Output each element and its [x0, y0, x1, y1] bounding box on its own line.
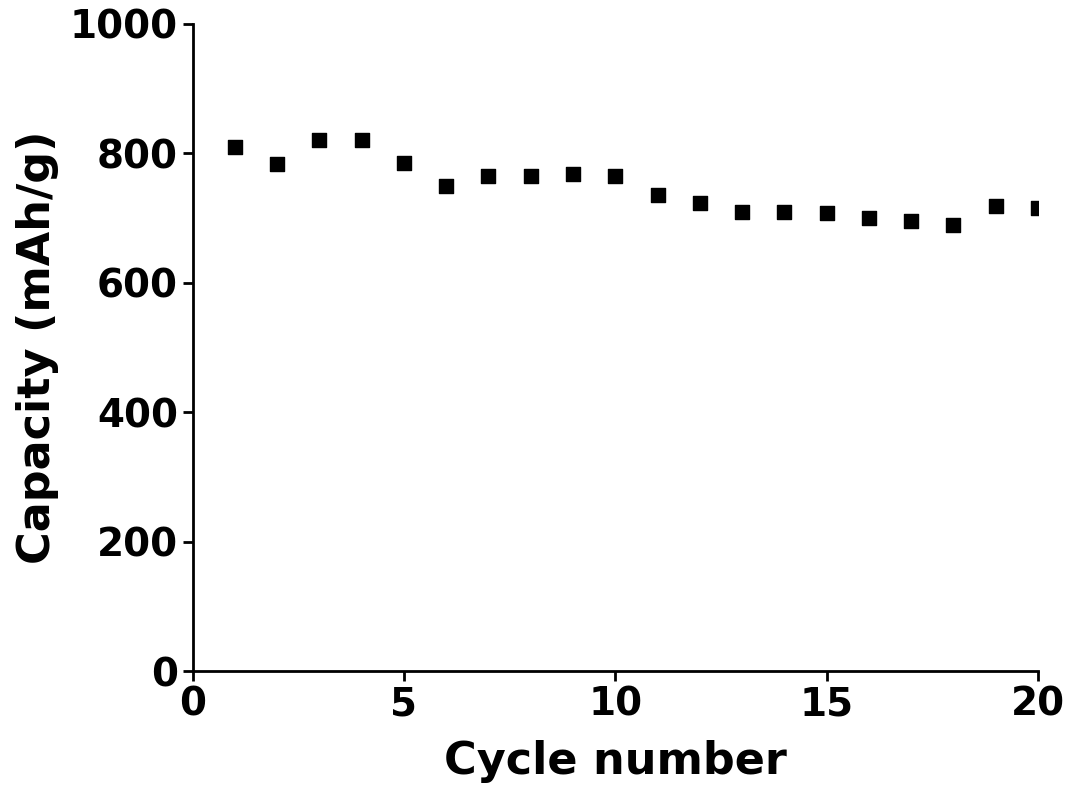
Point [691, 197, 708, 209]
Point [353, 134, 370, 147]
Point [565, 168, 582, 181]
Y-axis label: Capacity (mAh/g): Capacity (mAh/g) [16, 131, 59, 564]
Point [902, 215, 919, 228]
Point [227, 141, 244, 153]
Point [607, 169, 624, 182]
Point [395, 157, 412, 169]
Point [479, 169, 496, 182]
Point [648, 189, 666, 202]
Point [1029, 202, 1046, 215]
Point [522, 169, 539, 182]
Point [945, 218, 962, 231]
Point [269, 158, 286, 171]
Point [310, 134, 327, 147]
Point [817, 207, 835, 220]
Point [987, 200, 1004, 213]
Point [438, 180, 455, 193]
X-axis label: Cycle number: Cycle number [444, 741, 786, 783]
Point [734, 205, 751, 218]
Point [776, 205, 793, 218]
Point [860, 212, 877, 225]
